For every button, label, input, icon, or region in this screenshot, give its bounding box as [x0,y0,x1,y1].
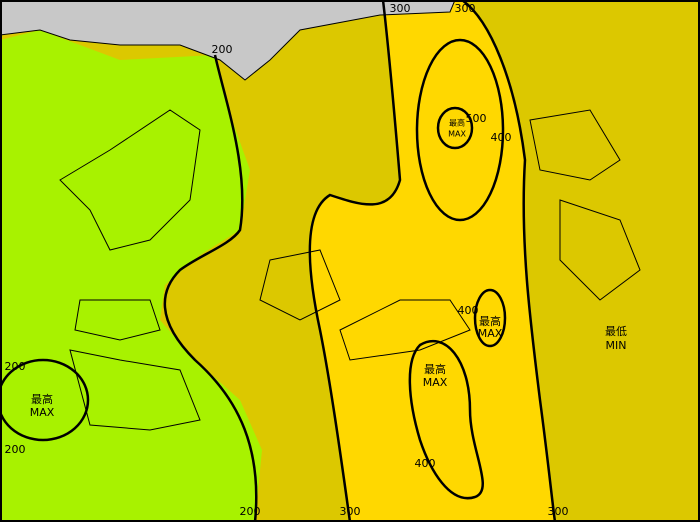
contour-label: 300 [548,505,569,518]
land-gray [0,0,456,81]
contour-200 [163,54,258,522]
contour-label: 200 [240,505,261,518]
contour-label: 500 [466,112,487,125]
contour-400-mid [473,288,507,348]
marker-name: 最低 [605,325,627,338]
contour-label: 300 [390,2,411,15]
marker-code: MIN [606,339,627,352]
marker-code: MAX [30,406,55,419]
marker-name: 最高 [479,314,501,328]
marker-name: 最高 [424,362,446,376]
contour-500 [436,106,474,150]
marker-name: 最高 [449,118,465,128]
contour-200-west [0,358,90,442]
contour-label: 200 [5,443,26,456]
contour-400-south [408,339,484,500]
contour-label: 400 [415,457,436,470]
marker-name: 最高 [31,392,53,406]
contour-400-north [415,38,505,222]
marker-code: MAX [448,130,466,139]
contour-label: 200 [5,360,26,373]
contour-label: 400 [458,304,479,317]
yellow-zone [309,0,555,522]
contour-label: 400 [491,131,512,144]
contour-label: 300 [340,505,361,518]
contour-300-east [461,0,557,522]
contour-300-west [308,0,402,522]
contour-label: 200 [212,43,233,56]
coastline [59,109,641,431]
contour-label: 300 [455,2,476,15]
marker-code: MAX [478,327,503,340]
marker-code: MAX [423,376,448,389]
